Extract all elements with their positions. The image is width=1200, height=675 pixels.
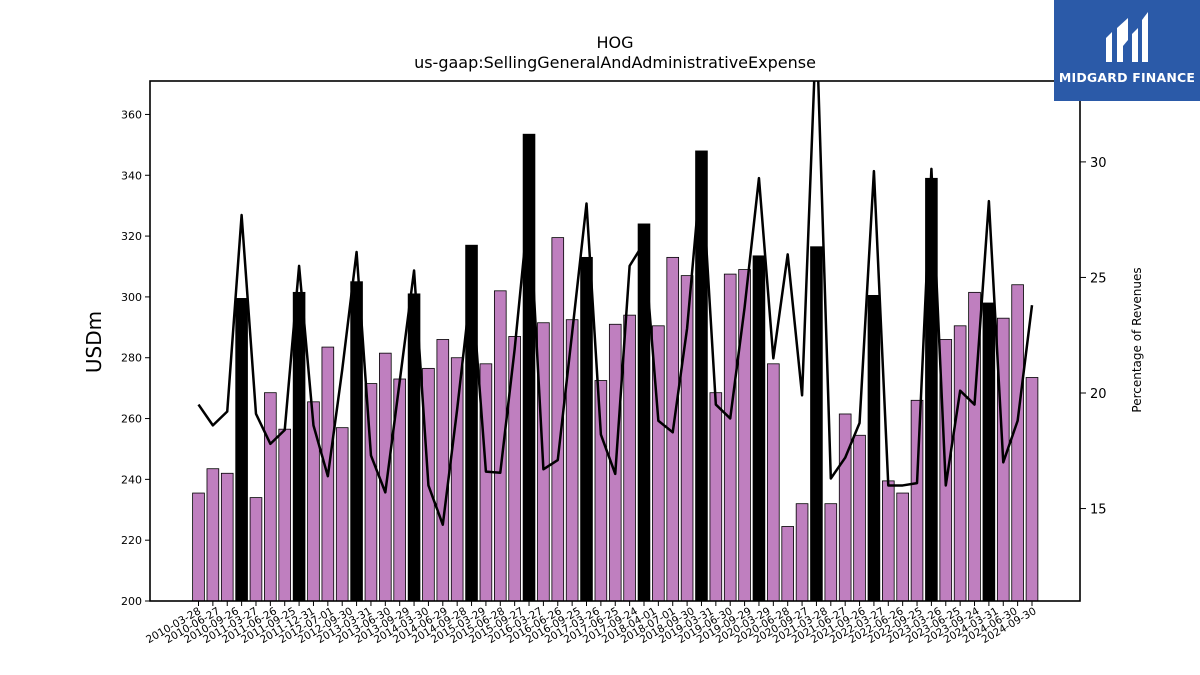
bar [479, 363, 493, 601]
bar-highlighted [752, 255, 766, 601]
y2-tick-label: 15 [1090, 503, 1107, 518]
bar [723, 273, 737, 601]
bar [551, 237, 565, 601]
bar [853, 434, 866, 601]
bar [623, 314, 636, 601]
percentage-line-series [197, 81, 1034, 526]
y-tick-label: 240 [121, 473, 142, 486]
bar [565, 319, 579, 601]
bar [767, 363, 780, 601]
bar-highlighted [407, 293, 421, 601]
bar [508, 336, 521, 601]
logo-mark-icon [1106, 12, 1148, 62]
bar [680, 275, 694, 601]
y2-tick-label: 20 [1090, 387, 1107, 402]
bar-highlighted [982, 302, 996, 601]
y-tick-label: 300 [121, 291, 142, 304]
bar-highlighted [350, 281, 363, 601]
bar [910, 399, 924, 601]
bar [307, 401, 320, 601]
bar-highlighted [465, 244, 478, 601]
bar [953, 325, 967, 601]
y2-tick-label: 30 [1090, 156, 1107, 171]
bar [709, 392, 723, 601]
bar [436, 339, 450, 601]
bar [1011, 284, 1024, 601]
y-axis-label: USDm [82, 310, 106, 374]
midgard-finance-logo: MIDGARD FINANCE [1054, 0, 1200, 101]
logo-text: MIDGARD FINANCE [1058, 70, 1196, 85]
percentage-line [197, 81, 1034, 526]
y-axis: 200 220 240 260 280 300 320 340 360 [121, 108, 150, 608]
bar [652, 325, 665, 601]
y-tick-label: 200 [121, 595, 142, 608]
bar [192, 492, 205, 601]
bar-highlighted [810, 246, 823, 601]
y-tick-label: 320 [121, 230, 142, 243]
bar [493, 290, 507, 601]
bar-highlighted [867, 294, 881, 601]
bar [896, 492, 909, 601]
bar [364, 383, 378, 601]
bar-series [192, 133, 1039, 601]
bar [1025, 377, 1039, 601]
bar [220, 472, 234, 601]
y2-axis-label: Percentage of Revenues [1130, 267, 1144, 413]
bar [594, 380, 608, 601]
bar [450, 357, 464, 601]
bar [738, 269, 751, 601]
chart-subtitle: us-gaap:SellingGeneralAndAdministrativeE… [414, 53, 816, 72]
bar [795, 503, 809, 601]
bar-highlighted [580, 256, 593, 601]
chart-title: HOG [596, 33, 634, 52]
y-tick-label: 260 [121, 413, 142, 426]
bar [335, 427, 349, 601]
y-tick-label: 360 [121, 108, 142, 121]
bar [278, 428, 292, 601]
bar-highlighted [235, 298, 248, 601]
y-tick-label: 220 [121, 534, 142, 547]
bar-highlighted [292, 291, 306, 601]
y2-tick-label: 25 [1090, 271, 1107, 286]
bar [249, 497, 263, 601]
bar [968, 291, 981, 601]
bar [838, 413, 852, 601]
bar-highlighted [522, 133, 536, 601]
bar [379, 352, 392, 601]
y2-axis: 15 20 25 30 [1080, 156, 1107, 518]
y-tick-label: 280 [121, 352, 142, 365]
bar [264, 392, 277, 601]
y-tick-label: 340 [121, 169, 142, 182]
bar [882, 480, 895, 601]
x-axis: 2010-03-282010-06-272010-09-262011-03-27… [144, 601, 1039, 646]
bar-highlighted [695, 150, 708, 601]
bar [206, 468, 220, 601]
bar [781, 526, 794, 601]
bar [824, 503, 838, 601]
